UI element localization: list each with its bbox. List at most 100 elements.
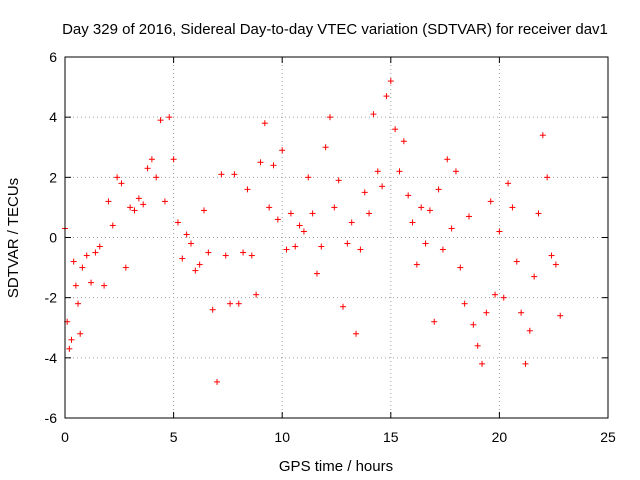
x-tick-label: 5 (170, 429, 178, 445)
data-point (300, 228, 307, 235)
data-point (513, 258, 520, 265)
data-point (114, 174, 121, 181)
data-point (135, 195, 142, 202)
data-point (470, 321, 477, 328)
axis-ticks (64, 56, 609, 419)
data-point (153, 174, 160, 181)
data-point (366, 210, 373, 217)
data-point (379, 183, 386, 190)
data-point (400, 138, 407, 145)
data-point (557, 312, 564, 319)
chart-title: Day 329 of 2016, Sidereal Day-to-day VTE… (62, 21, 608, 38)
data-point (374, 168, 381, 175)
data-point (505, 180, 512, 187)
data-point (461, 300, 468, 307)
data-point (88, 279, 95, 286)
data-point (335, 177, 342, 184)
data-point (118, 180, 125, 187)
data-point (474, 342, 481, 349)
data-point (192, 267, 199, 274)
data-point (552, 261, 559, 268)
data-point (322, 144, 329, 151)
data-point (101, 282, 108, 289)
data-point (227, 300, 234, 307)
data-point (122, 264, 129, 271)
x-tick-label: 15 (383, 429, 399, 445)
data-point (109, 222, 116, 229)
y-tick-label: 4 (49, 109, 57, 125)
data-point (196, 261, 203, 268)
data-point (318, 243, 325, 250)
data-point (179, 255, 186, 262)
data-point (270, 162, 277, 169)
data-points (62, 78, 564, 385)
data-point (361, 189, 368, 196)
data-point (75, 300, 82, 307)
data-point (292, 243, 299, 250)
data-point (348, 219, 355, 226)
data-point (431, 318, 438, 325)
data-point (452, 168, 459, 175)
x-tick-label: 0 (61, 429, 69, 445)
data-point (187, 240, 194, 247)
data-point (387, 78, 394, 85)
y-tick-label: -2 (45, 290, 58, 306)
data-point (266, 204, 273, 211)
data-point (248, 252, 255, 259)
data-point (479, 360, 486, 367)
data-point (413, 261, 420, 268)
data-point (157, 117, 164, 124)
y-axis-label: SDTVAR / TECUs (5, 178, 22, 298)
data-point (201, 207, 208, 214)
data-point (140, 201, 147, 208)
data-point (418, 204, 425, 211)
data-point (148, 156, 155, 163)
data-point (492, 291, 499, 298)
x-tick-label: 20 (492, 429, 508, 445)
data-point (548, 252, 555, 259)
y-tick-label: -6 (45, 410, 58, 426)
data-point (426, 207, 433, 214)
data-point (544, 174, 551, 181)
data-point (405, 192, 412, 199)
data-point (174, 219, 181, 226)
data-point (287, 210, 294, 217)
x-axis-label: GPS time / hours (279, 458, 393, 475)
data-point (305, 174, 312, 181)
data-point (296, 222, 303, 229)
data-point (409, 219, 416, 226)
data-point (205, 249, 212, 256)
data-point (105, 198, 112, 205)
data-point (66, 345, 73, 352)
data-point (309, 210, 316, 217)
data-point (531, 273, 538, 280)
data-point (439, 246, 446, 253)
data-point (396, 168, 403, 175)
data-point (144, 165, 151, 172)
data-point (509, 204, 516, 211)
data-point (261, 120, 268, 127)
data-point (370, 111, 377, 118)
data-point (313, 270, 320, 277)
data-point (96, 243, 103, 250)
data-point (383, 93, 390, 100)
x-tick-labels: 0 5 10 15 20 25 (61, 429, 616, 445)
data-point (70, 258, 77, 265)
data-point (235, 300, 242, 307)
data-point (483, 309, 490, 316)
data-point (183, 231, 190, 238)
data-point (539, 132, 546, 139)
data-point (392, 126, 399, 133)
data-point (218, 171, 225, 178)
data-point (170, 156, 177, 163)
data-point (344, 240, 351, 247)
data-point (279, 147, 286, 154)
data-point (435, 186, 442, 193)
data-point (357, 246, 364, 253)
data-point (92, 249, 99, 256)
data-point (500, 294, 507, 301)
data-point (68, 336, 75, 343)
y-tick-label: -4 (45, 350, 58, 366)
data-point (161, 198, 168, 205)
